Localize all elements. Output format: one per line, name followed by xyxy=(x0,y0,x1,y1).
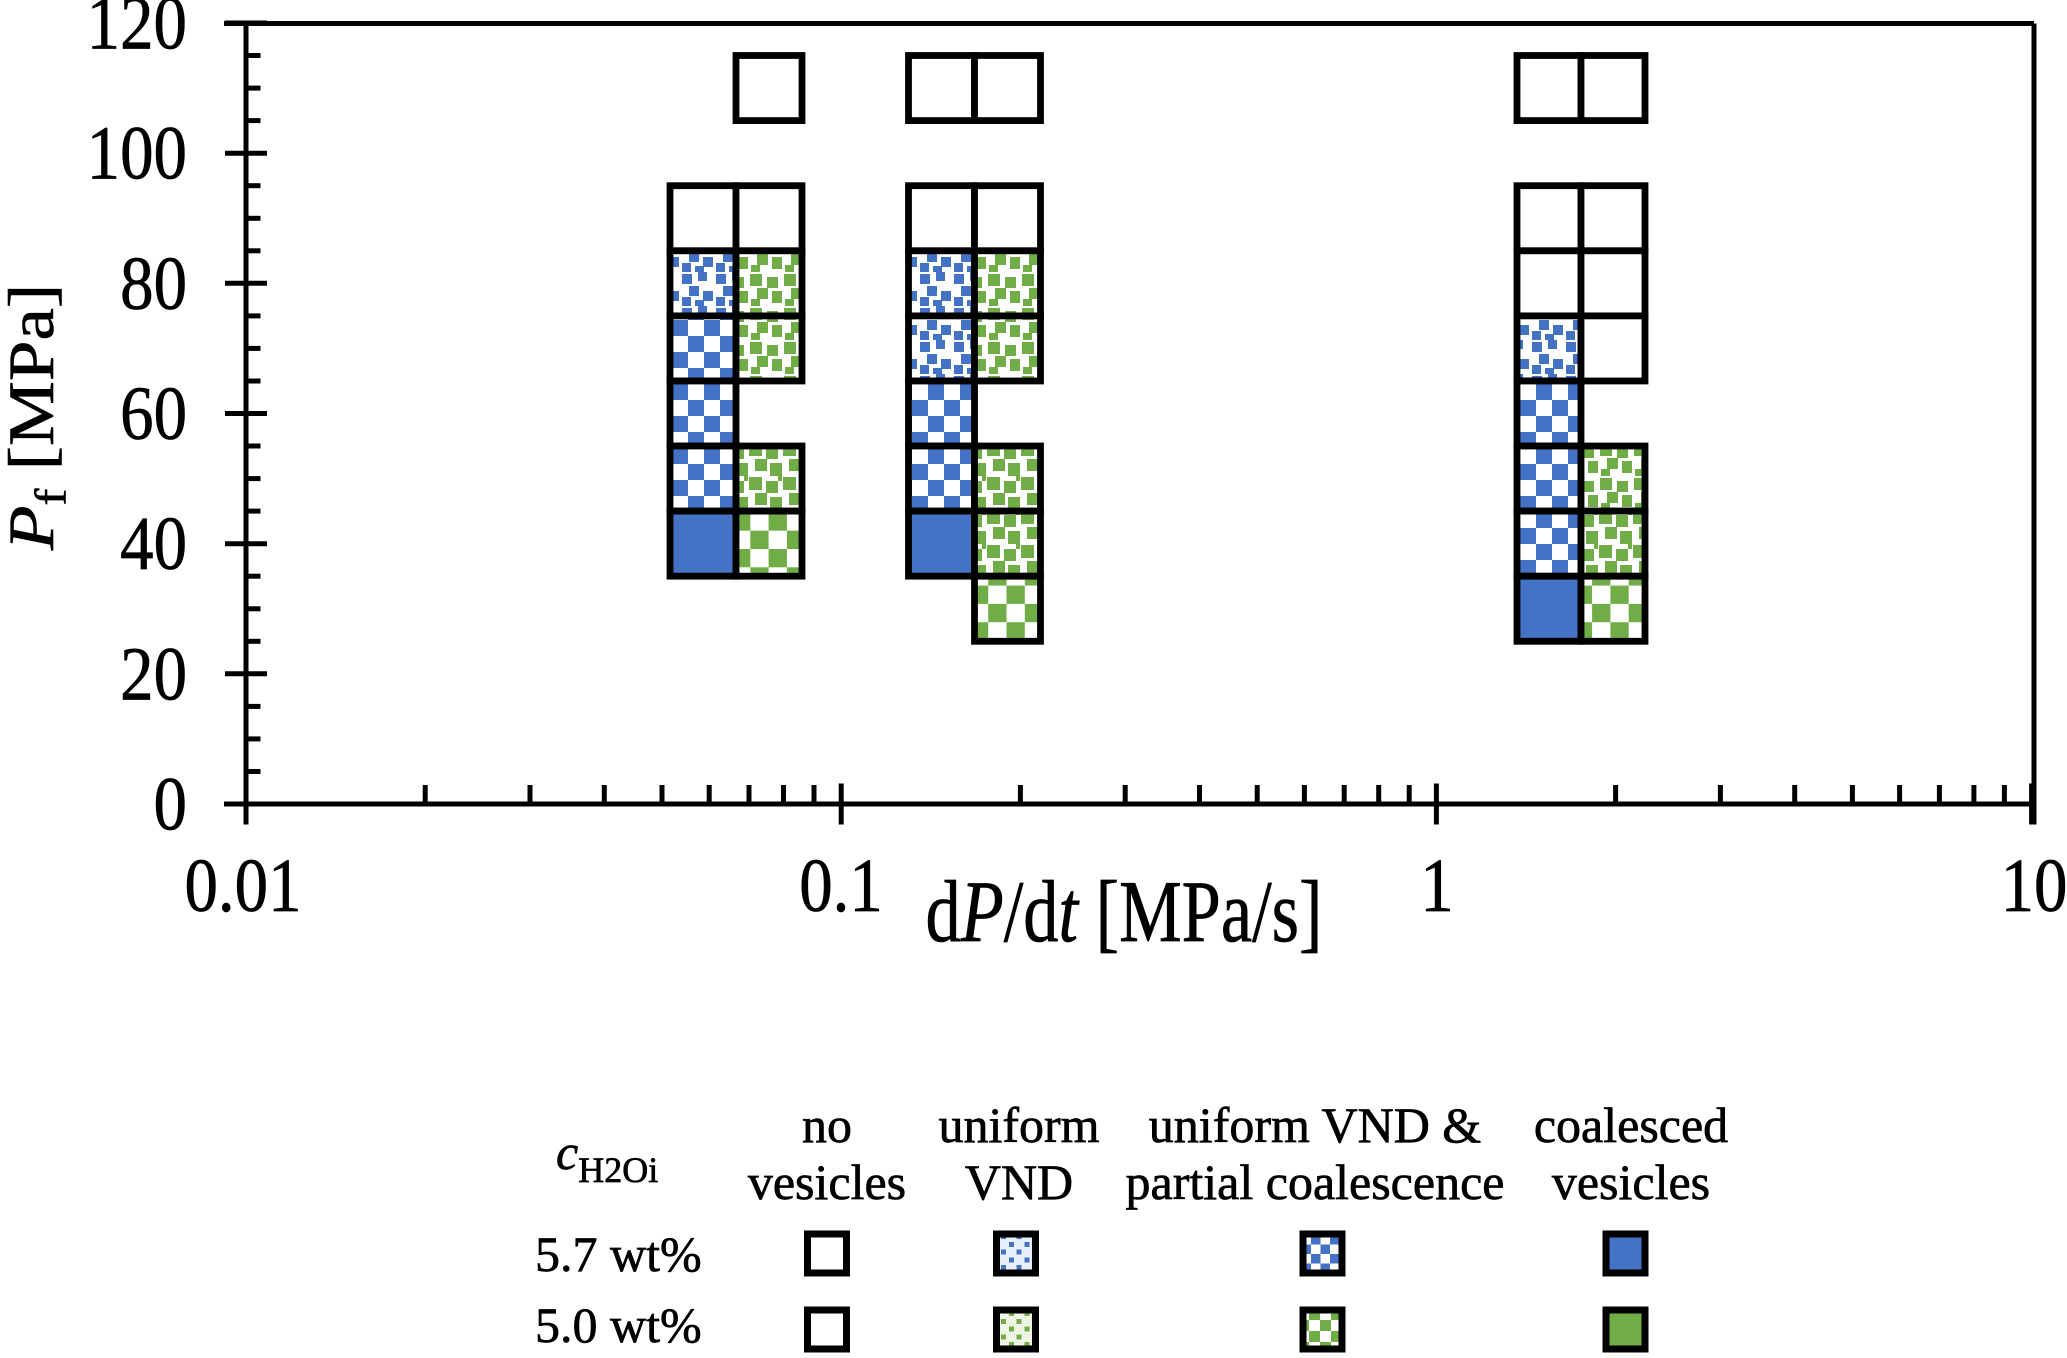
svg-text:Pf [MPa]: Pf [MPa] xyxy=(0,284,76,551)
svg-text:vesicles: vesicles xyxy=(748,1154,906,1210)
svg-text:no: no xyxy=(802,1097,852,1153)
svg-text:5.0 wt%: 5.0 wt% xyxy=(535,1297,702,1353)
svg-text:cH2Oi: cH2Oi xyxy=(556,1124,658,1190)
svg-text:0.01: 0.01 xyxy=(184,844,301,928)
svg-text:80: 80 xyxy=(120,242,187,326)
svg-text:120: 120 xyxy=(87,0,187,65)
svg-text:partial coalescence: partial coalescence xyxy=(1126,1154,1505,1210)
svg-text:20: 20 xyxy=(120,632,187,716)
svg-text:uniform: uniform xyxy=(938,1097,1099,1153)
svg-text:40: 40 xyxy=(120,502,187,586)
svg-text:dP/dt [MPa/s]: dP/dt [MPa/s] xyxy=(926,864,1323,961)
svg-text:coalesced: coalesced xyxy=(1534,1097,1728,1153)
svg-text:vesicles: vesicles xyxy=(1552,1154,1710,1210)
svg-text:5.7 wt%: 5.7 wt% xyxy=(535,1226,702,1282)
svg-text:100: 100 xyxy=(87,112,187,196)
svg-text:uniform VND &: uniform VND & xyxy=(1149,1097,1481,1153)
svg-text:10: 10 xyxy=(2001,844,2067,928)
svg-text:60: 60 xyxy=(120,372,187,456)
svg-text:0: 0 xyxy=(154,763,187,847)
svg-text:1: 1 xyxy=(1420,844,1453,928)
svg-text:0.1: 0.1 xyxy=(799,844,883,928)
svg-text:VND: VND xyxy=(965,1154,1073,1210)
